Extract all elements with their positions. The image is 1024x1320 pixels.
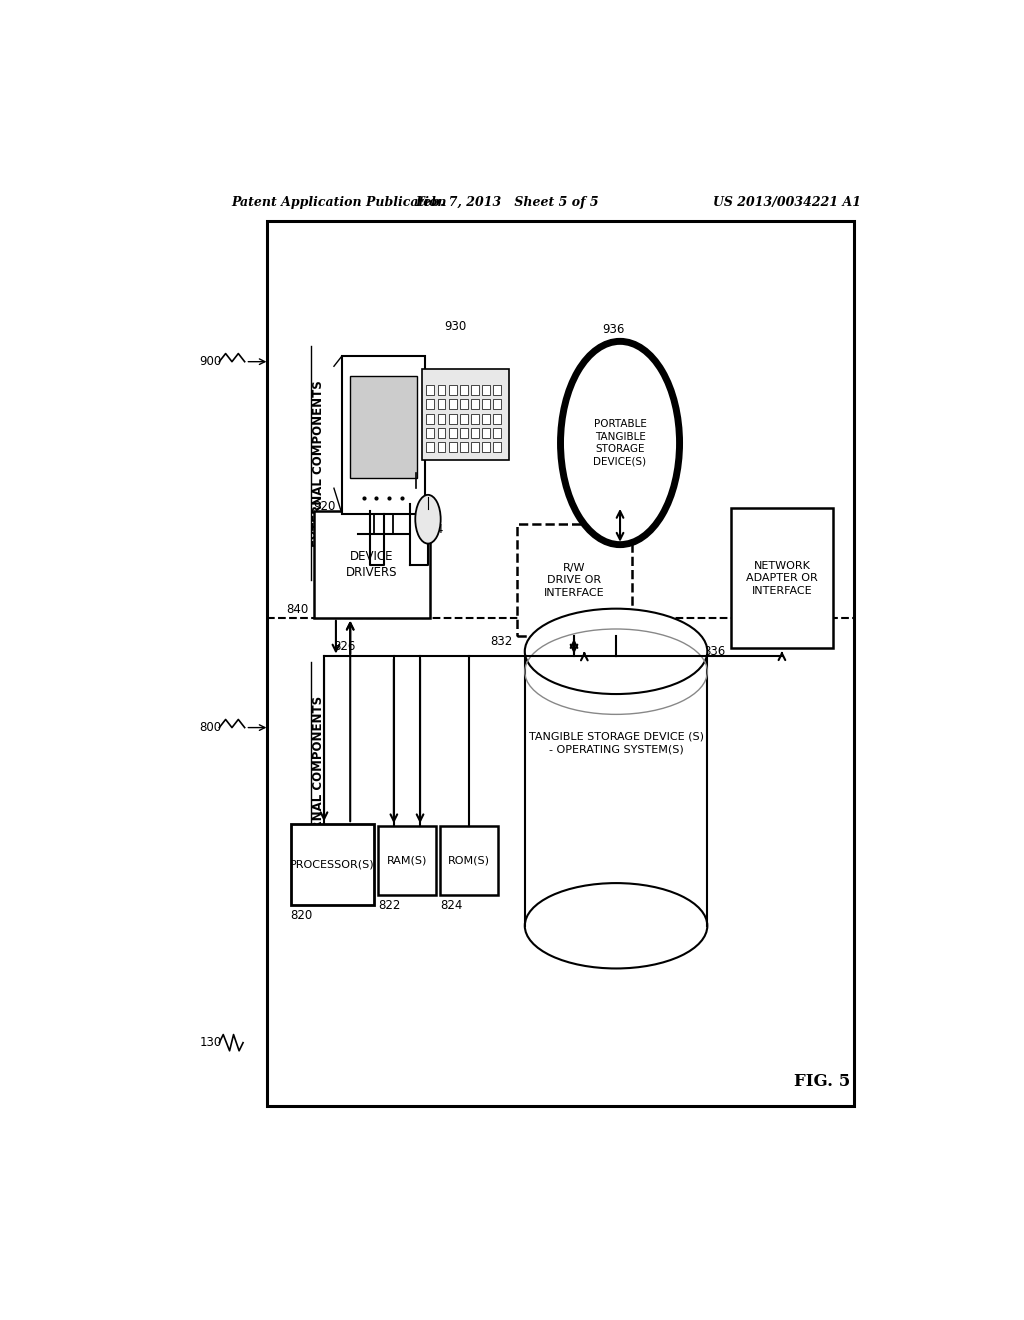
Bar xyxy=(426,385,434,395)
Text: DEVICE
DRIVERS: DEVICE DRIVERS xyxy=(346,550,397,579)
Bar xyxy=(460,399,468,409)
Bar xyxy=(440,826,498,895)
Bar xyxy=(449,413,457,424)
Text: 934: 934 xyxy=(422,523,444,536)
Bar xyxy=(460,442,468,453)
Bar xyxy=(471,385,479,395)
Text: 930: 930 xyxy=(443,319,466,333)
Text: RAM(S): RAM(S) xyxy=(387,855,427,866)
Bar xyxy=(494,442,501,453)
Bar xyxy=(494,428,501,438)
Bar xyxy=(426,428,434,438)
Bar xyxy=(378,826,436,895)
Text: PORTABLE
TANGIBLE
STORAGE
DEVICE(S): PORTABLE TANGIBLE STORAGE DEVICE(S) xyxy=(594,420,646,466)
Text: 820: 820 xyxy=(291,909,313,923)
Text: TANGIBLE STORAGE DEVICE (S)
- OPERATING SYSTEM(S): TANGIBLE STORAGE DEVICE (S) - OPERATING … xyxy=(528,731,703,755)
Text: ROM(S): ROM(S) xyxy=(447,855,489,866)
Bar xyxy=(437,399,445,409)
Text: US 2013/0034221 A1: US 2013/0034221 A1 xyxy=(713,195,861,209)
Bar xyxy=(422,368,509,461)
Text: 840: 840 xyxy=(287,603,309,616)
Bar xyxy=(471,442,479,453)
Bar xyxy=(494,413,501,424)
Bar xyxy=(449,428,457,438)
Bar xyxy=(731,508,833,648)
Text: 920: 920 xyxy=(313,499,335,512)
Bar xyxy=(449,399,457,409)
Text: 836: 836 xyxy=(703,645,726,657)
Ellipse shape xyxy=(416,495,440,544)
Bar xyxy=(426,442,434,453)
Text: EXTERNAL COMPONENTS: EXTERNAL COMPONENTS xyxy=(312,380,325,546)
Ellipse shape xyxy=(525,883,708,969)
Text: 828: 828 xyxy=(572,640,595,653)
Bar xyxy=(437,442,445,453)
Bar xyxy=(426,413,434,424)
Bar xyxy=(460,385,468,395)
Bar xyxy=(494,385,501,395)
Bar xyxy=(471,428,479,438)
Bar xyxy=(494,399,501,409)
Ellipse shape xyxy=(560,342,680,545)
Bar xyxy=(449,442,457,453)
Bar xyxy=(267,222,854,1106)
Bar xyxy=(524,651,708,925)
Bar xyxy=(482,442,489,453)
Text: 830: 830 xyxy=(636,929,658,942)
Text: Feb. 7, 2013   Sheet 5 of 5: Feb. 7, 2013 Sheet 5 of 5 xyxy=(416,195,599,209)
Text: 130: 130 xyxy=(200,1036,221,1049)
Bar xyxy=(460,428,468,438)
Text: R/W
DRIVE OR
INTERFACE: R/W DRIVE OR INTERFACE xyxy=(544,562,605,598)
Ellipse shape xyxy=(525,609,708,694)
Text: 824: 824 xyxy=(440,899,462,912)
Bar xyxy=(342,356,425,513)
Text: PROCESSOR(S): PROCESSOR(S) xyxy=(290,859,375,870)
Bar xyxy=(482,399,489,409)
Bar xyxy=(471,399,479,409)
Bar xyxy=(291,824,374,906)
Text: FIG. 5: FIG. 5 xyxy=(795,1073,851,1090)
Bar xyxy=(437,428,445,438)
Text: 800: 800 xyxy=(200,721,221,734)
Bar xyxy=(449,385,457,395)
Text: 832: 832 xyxy=(489,635,512,648)
Bar xyxy=(426,399,434,409)
Bar xyxy=(482,428,489,438)
Text: 936: 936 xyxy=(602,322,625,335)
Bar xyxy=(482,413,489,424)
Bar xyxy=(471,413,479,424)
Bar xyxy=(482,385,489,395)
Bar xyxy=(314,511,430,618)
Bar xyxy=(517,524,632,636)
Text: Patent Application Publication: Patent Application Publication xyxy=(231,195,446,209)
Text: 900: 900 xyxy=(200,355,221,368)
Text: INTERNAL COMPONENTS: INTERNAL COMPONENTS xyxy=(312,697,325,861)
Text: NETWORK
ADAPTER OR
INTERFACE: NETWORK ADAPTER OR INTERFACE xyxy=(746,561,818,595)
Text: 822: 822 xyxy=(378,899,400,912)
Bar xyxy=(460,413,468,424)
Bar xyxy=(350,376,417,478)
Bar xyxy=(437,413,445,424)
Text: 826: 826 xyxy=(334,640,356,653)
Bar xyxy=(437,385,445,395)
